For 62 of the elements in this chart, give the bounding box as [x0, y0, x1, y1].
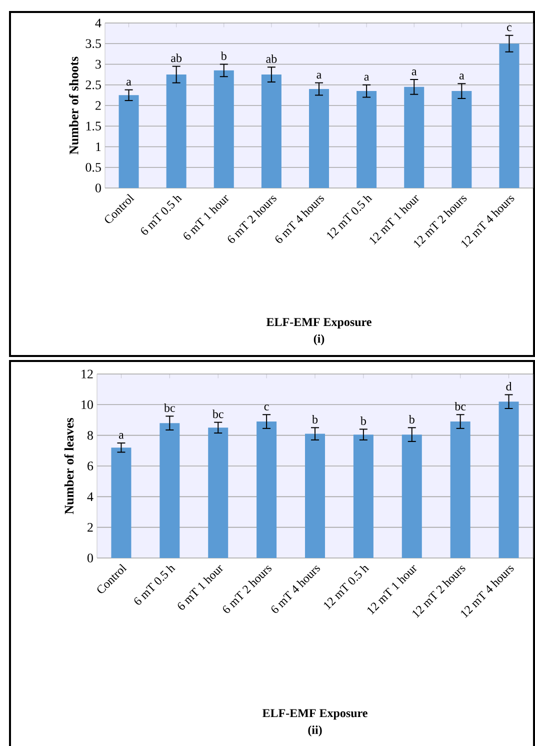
y-tick-label: 1.5 — [86, 122, 101, 131]
bar — [118, 95, 139, 188]
y-tick-label: 0.5 — [86, 162, 101, 172]
annotation: d — [506, 382, 512, 390]
annotation: ab — [171, 54, 182, 62]
bar — [261, 74, 282, 188]
annotation: bc — [454, 402, 466, 410]
annotation: ab — [266, 54, 277, 63]
annotation: bc — [212, 410, 224, 418]
y-tick-label: 8 — [87, 430, 93, 440]
y-tick-label: 0 — [95, 184, 101, 192]
y-tick-label: 1 — [96, 142, 101, 152]
bar — [402, 434, 422, 558]
bar — [404, 86, 424, 188]
y-tick-label: 0 — [87, 554, 93, 562]
y-tick-label: 2 — [96, 101, 101, 110]
bar — [256, 422, 277, 558]
annotation: a — [364, 74, 370, 81]
bar — [309, 88, 330, 188]
y-axis-title: Number of shoots — [69, 56, 78, 154]
bar — [208, 428, 228, 558]
x-tick-label: 6 mT 0.5 h — [134, 566, 176, 605]
bar — [214, 70, 234, 188]
annotation: b — [408, 415, 414, 424]
x-axis-title: ELF-EMF Exposure — [262, 709, 368, 720]
annotation: a — [412, 70, 417, 76]
bar — [356, 91, 377, 188]
y-tick-label: 2.5 — [86, 80, 101, 90]
bar — [452, 91, 472, 188]
annotation: c — [264, 404, 269, 410]
annotation: c — [507, 25, 512, 32]
bar — [450, 422, 470, 558]
y-tick-label: 6 — [88, 462, 94, 470]
x-axis-title: ELF-EMF Exposure — [266, 318, 372, 328]
annotation: bc — [164, 404, 175, 412]
annotation: a — [118, 433, 124, 439]
annotation: b — [312, 415, 318, 424]
bar — [160, 423, 180, 558]
annotation: a — [459, 74, 464, 80]
annotation: a — [126, 80, 132, 86]
y-tick-label: 12 — [82, 370, 93, 378]
annotation: b — [220, 52, 226, 60]
bar — [498, 402, 519, 558]
y-tick-label: 4 — [95, 18, 102, 28]
y-tick-label: 3 — [96, 60, 101, 69]
bar — [166, 74, 186, 188]
text: (i) — [314, 334, 324, 346]
bar — [305, 434, 325, 558]
y-axis-title: Number of leaves — [64, 418, 74, 514]
x-tick-label: 6 mT 1 hour — [184, 194, 229, 240]
y-tick-label: 4 — [87, 492, 94, 501]
x-tick-label: 6 mT 1 hour — [178, 564, 224, 610]
x-tick-label: 6 mT 0.5 h — [141, 196, 182, 235]
bar — [499, 44, 520, 188]
annotation: b — [360, 416, 366, 425]
text: (ii) — [308, 726, 322, 736]
bar — [353, 434, 374, 558]
y-tick-label: 10 — [82, 400, 93, 410]
annotation: a — [316, 72, 322, 79]
bar — [111, 448, 132, 558]
y-tick-label: 3.5 — [86, 39, 101, 48]
y-tick-label: 2 — [88, 523, 93, 532]
